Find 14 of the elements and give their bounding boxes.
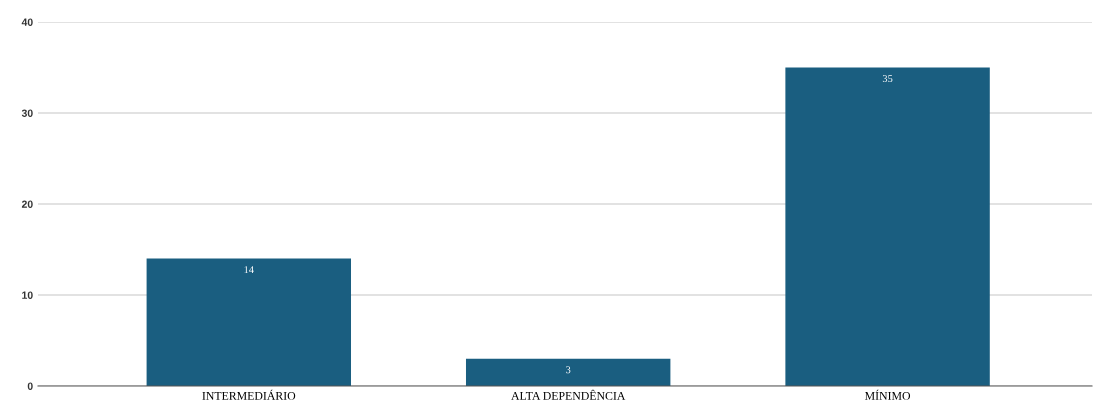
y-tick-label: 10 [22, 291, 33, 299]
data-label: 35 [882, 75, 893, 83]
bar [146, 258, 352, 386]
x-tick-label: MÍNIMO [864, 389, 911, 400]
y-tick-label: 0 [27, 382, 33, 390]
y-tick-label: 30 [21, 109, 33, 117]
x-tick-label: ALTA DEPENDÊNCIA [511, 389, 626, 400]
data-label: 3 [566, 366, 571, 374]
y-tick-label: 20 [21, 200, 33, 208]
x-tick-label: INTERMEDIÁRIO [202, 389, 296, 400]
data-label: 14 [244, 266, 254, 274]
y-tick-label: 40 [21, 18, 33, 26]
bar [465, 358, 671, 386]
bar [785, 67, 990, 386]
